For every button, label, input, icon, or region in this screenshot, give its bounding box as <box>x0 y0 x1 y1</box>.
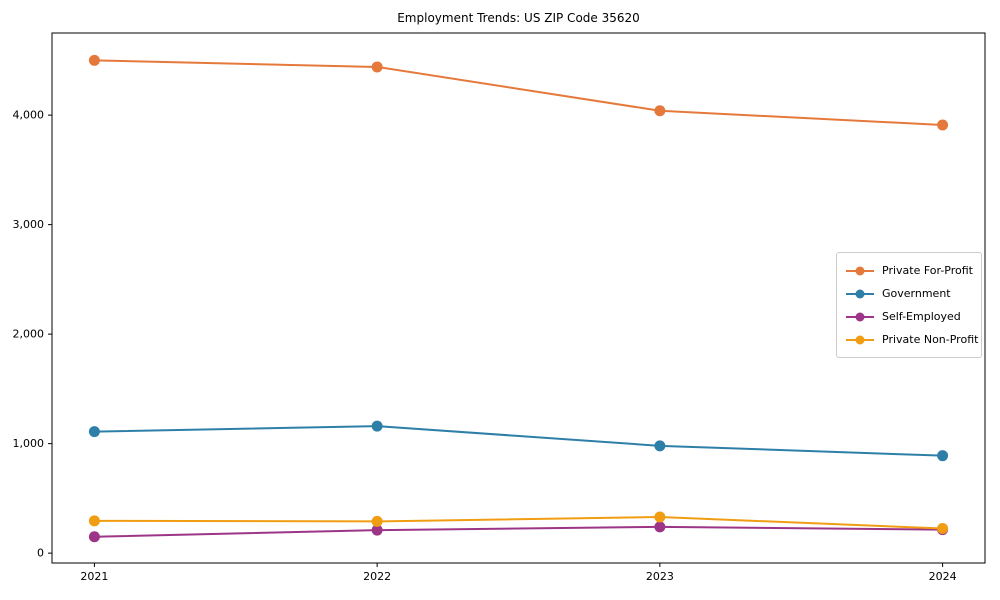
series-line-government <box>94 425 943 457</box>
legend-line-marker-private-for-profit <box>846 266 874 275</box>
legend: Private For-Profit Government Self-Emplo… <box>836 252 982 358</box>
data-point-government-2023 <box>654 440 666 452</box>
data-point-government-2024 <box>937 450 949 462</box>
data-point-private-for-profit-2023 <box>654 105 666 117</box>
data-point-private-non-profit-2021 <box>88 515 100 527</box>
data-point-private-non-profit-2023 <box>654 511 666 523</box>
legend-item-private-for-profit: Private For-Profit <box>845 259 973 282</box>
data-point-government-2021 <box>88 426 100 438</box>
legend-label: Self-Employed <box>882 310 961 323</box>
y-tick-label: 2,000 <box>13 328 45 341</box>
chart-title: Employment Trends: US ZIP Code 35620 <box>397 11 640 25</box>
legend-label: Private Non-Profit <box>882 333 979 346</box>
data-point-private-non-profit-2024 <box>937 523 949 535</box>
y-tick-label: 1,000 <box>13 437 45 450</box>
y-tick-label: 4,000 <box>13 109 45 122</box>
x-tick-label: 2023 <box>646 570 674 583</box>
data-point-private-for-profit-2024 <box>937 119 949 131</box>
legend-line-marker-self-employed <box>846 312 874 321</box>
legend-item-private-non-profit: Private Non-Profit <box>845 328 978 351</box>
y-tick-label: 0 <box>37 547 44 560</box>
legend-label: Government <box>882 287 951 300</box>
x-tick-label: 2021 <box>80 570 108 583</box>
data-point-private-non-profit-2022 <box>371 515 383 527</box>
data-point-private-for-profit-2022 <box>371 61 383 73</box>
data-point-self-employed-2021 <box>88 531 100 543</box>
legend-label: Private For-Profit <box>882 264 973 277</box>
legend-item-government: Government <box>845 282 973 305</box>
axes-frame <box>51 32 986 564</box>
legend-line-marker-private-non-profit <box>846 335 874 344</box>
series-line-self-employed <box>94 525 943 538</box>
x-tick-label: 2022 <box>363 570 391 583</box>
legend-item-self-employed: Self-Employed <box>845 305 973 328</box>
data-point-self-employed-2023 <box>654 521 666 533</box>
data-point-private-for-profit-2021 <box>88 54 100 66</box>
series-line-private-non-profit <box>94 516 943 530</box>
legend-line-marker-government <box>846 289 874 298</box>
x-tick-label: 2024 <box>929 570 957 583</box>
y-tick-label: 3,000 <box>13 218 45 231</box>
series-line-private-for-profit <box>94 59 943 126</box>
data-point-self-employed-2022 <box>371 524 383 536</box>
data-point-government-2022 <box>371 420 383 432</box>
